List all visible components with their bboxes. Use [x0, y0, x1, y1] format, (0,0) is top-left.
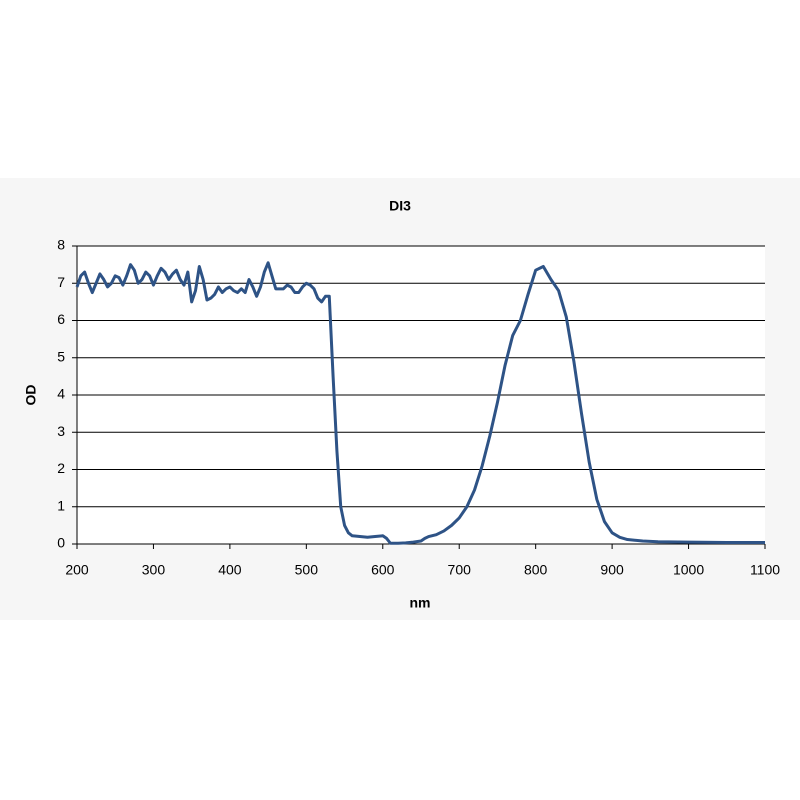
y-tick-label: 3 [57, 423, 65, 439]
y-tick-label: 5 [57, 348, 65, 364]
y-tick-label: 0 [57, 535, 65, 551]
x-tick-label: 600 [371, 562, 395, 578]
data-line [75, 261, 765, 545]
y-axis-label: OD [23, 385, 39, 406]
y-tick-label: 8 [57, 237, 65, 253]
x-tick-label: 700 [448, 562, 472, 578]
x-tick-label: 500 [295, 562, 319, 578]
chart-title: DI3 [389, 198, 411, 214]
y-tick-label: 2 [57, 460, 65, 476]
x-tick-label: 1100 [750, 562, 780, 578]
x-tick-label: 900 [600, 562, 624, 578]
x-tick-label: 200 [65, 562, 89, 578]
x-tick-label: 300 [142, 562, 166, 578]
y-tick-label: 4 [57, 386, 65, 402]
y-tick-label: 1 [57, 497, 65, 513]
y-tick-label: 7 [57, 274, 65, 290]
x-axis-label: nm [410, 595, 431, 611]
x-tick-label: 400 [218, 562, 242, 578]
x-tick-label: 1000 [673, 562, 704, 578]
y-tick-label: 6 [57, 311, 65, 327]
x-tick-label: 800 [524, 562, 548, 578]
